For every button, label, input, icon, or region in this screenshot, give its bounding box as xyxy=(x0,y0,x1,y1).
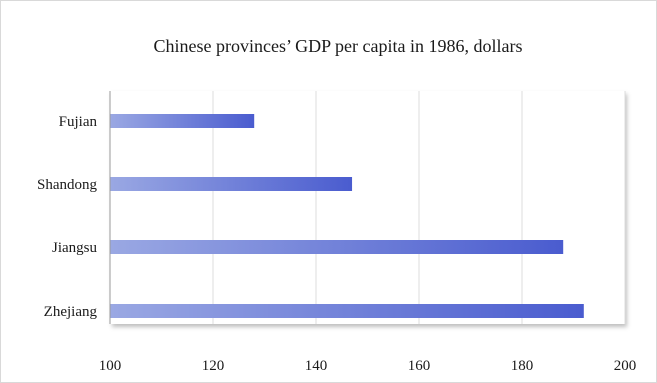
category-label-fujian: Fujian xyxy=(59,114,98,130)
gridlines xyxy=(212,91,626,324)
bar-jiangsu xyxy=(110,240,564,254)
chart-title: Chinese provinces’ GDP per capita in 198… xyxy=(154,36,523,56)
bar-fujian xyxy=(110,114,255,128)
category-label-shandong: Shandong xyxy=(37,177,98,193)
x-tick-label: 140 xyxy=(305,358,328,374)
x-tick-label: 160 xyxy=(408,358,431,374)
category-labels: Fujian Shandong Jiangsu Zhejiang xyxy=(37,114,98,320)
category-label-zhejiang: Zhejiang xyxy=(44,304,98,320)
x-tick-label: 120 xyxy=(202,358,225,374)
x-tick-label: 200 xyxy=(614,358,637,374)
category-label-jiangsu: Jiangsu xyxy=(52,240,98,256)
x-tick-labels: 100 120 140 160 180 200 xyxy=(99,358,637,374)
bar-shandong xyxy=(110,177,353,191)
bar-zhejiang xyxy=(110,304,584,318)
plot-area xyxy=(110,91,625,324)
x-tick-label: 180 xyxy=(511,358,534,374)
x-tick-label: 100 xyxy=(99,358,122,374)
bars xyxy=(110,114,584,318)
